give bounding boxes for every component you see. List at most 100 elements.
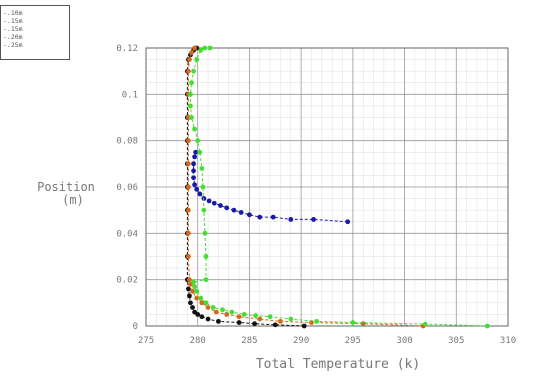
data-point <box>270 214 276 220</box>
data-point <box>191 161 196 167</box>
data-point <box>220 307 225 313</box>
data-point <box>238 210 244 215</box>
data-point <box>186 207 191 213</box>
data-point <box>194 57 200 62</box>
data-point <box>186 138 191 144</box>
data-point <box>186 184 191 190</box>
data-point <box>189 115 194 120</box>
data-point <box>192 182 198 188</box>
data-point <box>188 300 193 306</box>
data-point <box>191 175 196 181</box>
data-point <box>253 313 259 318</box>
data-point <box>257 214 263 220</box>
data-point <box>201 207 207 213</box>
data-point <box>350 320 356 325</box>
data-point <box>236 314 242 320</box>
data-point <box>191 68 196 74</box>
data-point <box>201 196 207 201</box>
data-point <box>205 305 211 310</box>
x-tick-label: 290 <box>293 336 309 346</box>
data-point <box>186 230 191 236</box>
data-point <box>202 45 208 51</box>
data-point <box>192 45 198 51</box>
y-tick-label: 0 <box>133 322 138 332</box>
data-point <box>189 50 194 56</box>
data-point <box>213 309 219 315</box>
legend-item: -.25m <box>3 41 23 49</box>
data-point <box>199 166 205 171</box>
data-point <box>484 323 490 329</box>
y-tick-label: 0.1 <box>122 90 138 100</box>
data-point <box>205 316 211 322</box>
data-point <box>210 305 216 310</box>
data-point <box>197 191 203 197</box>
series-1 <box>186 45 426 329</box>
data-point <box>195 138 201 144</box>
data-point <box>267 314 273 320</box>
data-point <box>188 103 193 109</box>
data-point <box>231 207 237 213</box>
legend-item: -.15m <box>3 17 23 25</box>
y-tick-label: 0.12 <box>116 44 138 54</box>
data-point <box>314 318 320 324</box>
data-point <box>203 277 209 283</box>
data-point <box>193 149 199 155</box>
data-point <box>288 316 294 322</box>
data-point <box>224 312 230 317</box>
x-tick-label: 310 <box>500 336 516 346</box>
y-tick-label: 0.06 <box>116 183 138 193</box>
data-point <box>192 284 198 290</box>
data-point <box>288 217 294 222</box>
series-line <box>190 47 488 327</box>
data-point <box>192 154 198 160</box>
data-point <box>206 198 212 204</box>
data-point <box>257 316 263 322</box>
data-point <box>187 57 192 62</box>
data-point <box>197 149 203 155</box>
y-tick-label: 0.08 <box>116 137 138 147</box>
data-point <box>191 168 196 174</box>
plot-border <box>145 47 509 327</box>
data-point <box>272 322 278 328</box>
y-axis-label-line1: Position <box>37 180 95 194</box>
data-point <box>194 295 200 301</box>
data-point <box>186 254 191 259</box>
data-point <box>188 91 193 97</box>
data-point <box>189 80 194 86</box>
data-point <box>199 314 205 320</box>
data-point <box>186 286 191 292</box>
data-point <box>186 161 191 167</box>
data-point <box>211 200 217 206</box>
data-point <box>252 321 257 327</box>
data-point <box>422 321 428 327</box>
data-point <box>278 318 283 324</box>
grid <box>145 47 509 327</box>
data-point <box>200 184 206 190</box>
ticks: 275 280 285 290 295 300 305 310 0 0.02 0.04 0.06 0.0… <box>116 44 516 346</box>
data-point <box>224 205 230 211</box>
data-point <box>190 288 195 294</box>
y-tick-label: 0.02 <box>116 276 138 286</box>
series-line <box>187 47 424 327</box>
data-point <box>203 254 209 259</box>
data-point <box>186 68 191 74</box>
data-point <box>202 230 208 236</box>
data-point <box>199 300 205 306</box>
data-point <box>207 45 213 51</box>
series-3 <box>188 45 490 329</box>
data-point <box>229 309 235 315</box>
x-tick-label: 285 <box>241 336 257 346</box>
data-point <box>198 47 204 53</box>
x-tick-label: 295 <box>345 336 361 346</box>
data-point <box>191 279 196 285</box>
legend-item: -.20m <box>3 33 23 41</box>
data-point <box>241 312 247 317</box>
data-point <box>236 320 242 325</box>
data-point <box>192 309 198 315</box>
series-2 <box>191 149 351 225</box>
series-layer <box>184 45 490 329</box>
legend: -.10m -.15m -.15m -.20m -.25m <box>0 5 70 60</box>
x-tick-label: 300 <box>396 336 412 346</box>
legend-item: -.15m <box>3 25 23 33</box>
